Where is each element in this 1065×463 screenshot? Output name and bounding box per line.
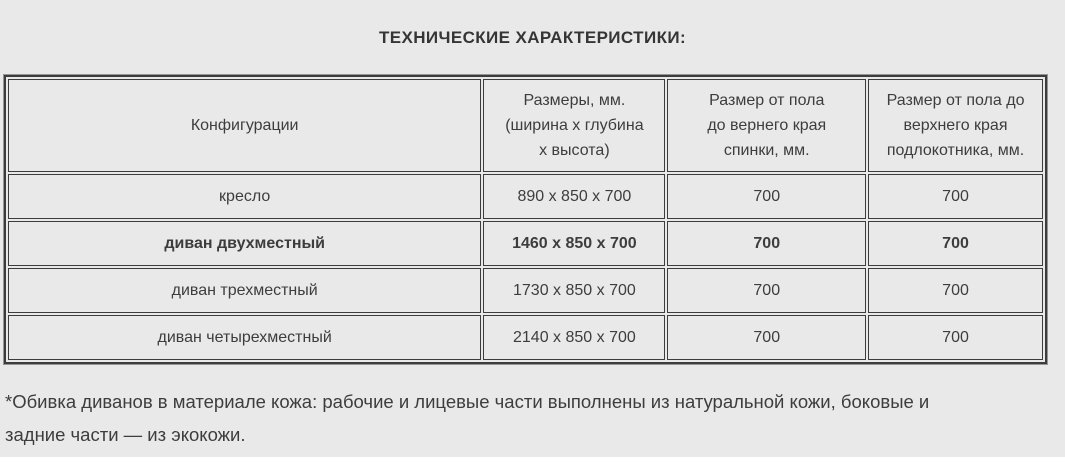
cell-back-height: 700 xyxy=(667,221,867,266)
table-header-row: Конфигурации Размеры, мм. (ширина x глуб… xyxy=(8,79,1043,172)
page-title: ТЕХНИЧЕСКИЕ ХАРАКТЕРИСТИКИ: xyxy=(378,28,687,47)
cell-back-height: 700 xyxy=(667,174,867,219)
cell-armrest-height: 700 xyxy=(868,174,1043,219)
cell-configuration: диван двухместный xyxy=(8,221,482,266)
cell-armrest-height: 700 xyxy=(868,268,1043,313)
table-row: диван четырехместный 2140 x 850 x 700 70… xyxy=(8,315,1043,360)
cell-configuration: кресло xyxy=(8,174,482,219)
cell-configuration: диван трехместный xyxy=(8,268,482,313)
cell-configuration: диван четырехместный xyxy=(8,315,482,360)
column-header-back-height: Размер от пола до вернего края спинки, м… xyxy=(667,79,867,172)
column-header-configuration: Конфигурации xyxy=(8,79,482,172)
column-header-dimensions: Размеры, мм. (ширина x глубина x высота) xyxy=(483,79,666,172)
cell-dimensions: 1730 x 850 x 700 xyxy=(483,268,666,313)
cell-armrest-height: 700 xyxy=(868,221,1043,266)
specifications-table: Конфигурации Размеры, мм. (ширина x глуб… xyxy=(3,74,1048,365)
cell-back-height: 700 xyxy=(667,315,867,360)
cell-dimensions: 1460 x 850 x 700 xyxy=(483,221,666,266)
cell-armrest-height: 700 xyxy=(868,315,1043,360)
table-row: диван двухместный 1460 x 850 x 700 700 7… xyxy=(8,221,1043,266)
table-body: кресло 890 x 850 x 700 700 700 диван дву… xyxy=(8,174,1043,360)
cell-back-height: 700 xyxy=(667,268,867,313)
upholstery-footnote: *Обивка диванов в материале кожа: рабочи… xyxy=(5,391,930,445)
table-row: диван трехместный 1730 x 850 x 700 700 7… xyxy=(8,268,1043,313)
table-row: кресло 890 x 850 x 700 700 700 xyxy=(8,174,1043,219)
column-header-armrest-height: Размер от пола до верхнего края подлокот… xyxy=(868,79,1043,172)
cell-dimensions: 2140 x 850 x 700 xyxy=(483,315,666,360)
cell-dimensions: 890 x 850 x 700 xyxy=(483,174,666,219)
